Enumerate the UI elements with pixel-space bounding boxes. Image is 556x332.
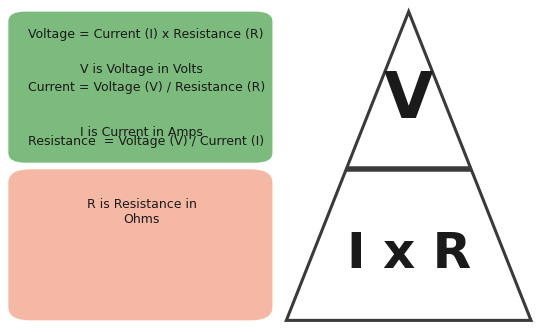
Text: Voltage = Current (I) x Resistance (R): Voltage = Current (I) x Resistance (R)	[28, 28, 264, 42]
Text: V: V	[384, 69, 433, 130]
Text: Resistance  = Voltage (V) / Current (I): Resistance = Voltage (V) / Current (I)	[28, 134, 264, 148]
FancyBboxPatch shape	[8, 169, 272, 320]
Text: I is Current in Amps: I is Current in Amps	[81, 126, 203, 139]
FancyBboxPatch shape	[8, 12, 272, 163]
Text: I x R: I x R	[346, 230, 471, 278]
Polygon shape	[286, 12, 531, 320]
Text: V is Voltage in Volts: V is Voltage in Volts	[81, 63, 203, 76]
Text: R is Resistance in
Ohms: R is Resistance in Ohms	[87, 199, 197, 226]
Text: Current = Voltage (V) / Resistance (R): Current = Voltage (V) / Resistance (R)	[28, 81, 265, 95]
